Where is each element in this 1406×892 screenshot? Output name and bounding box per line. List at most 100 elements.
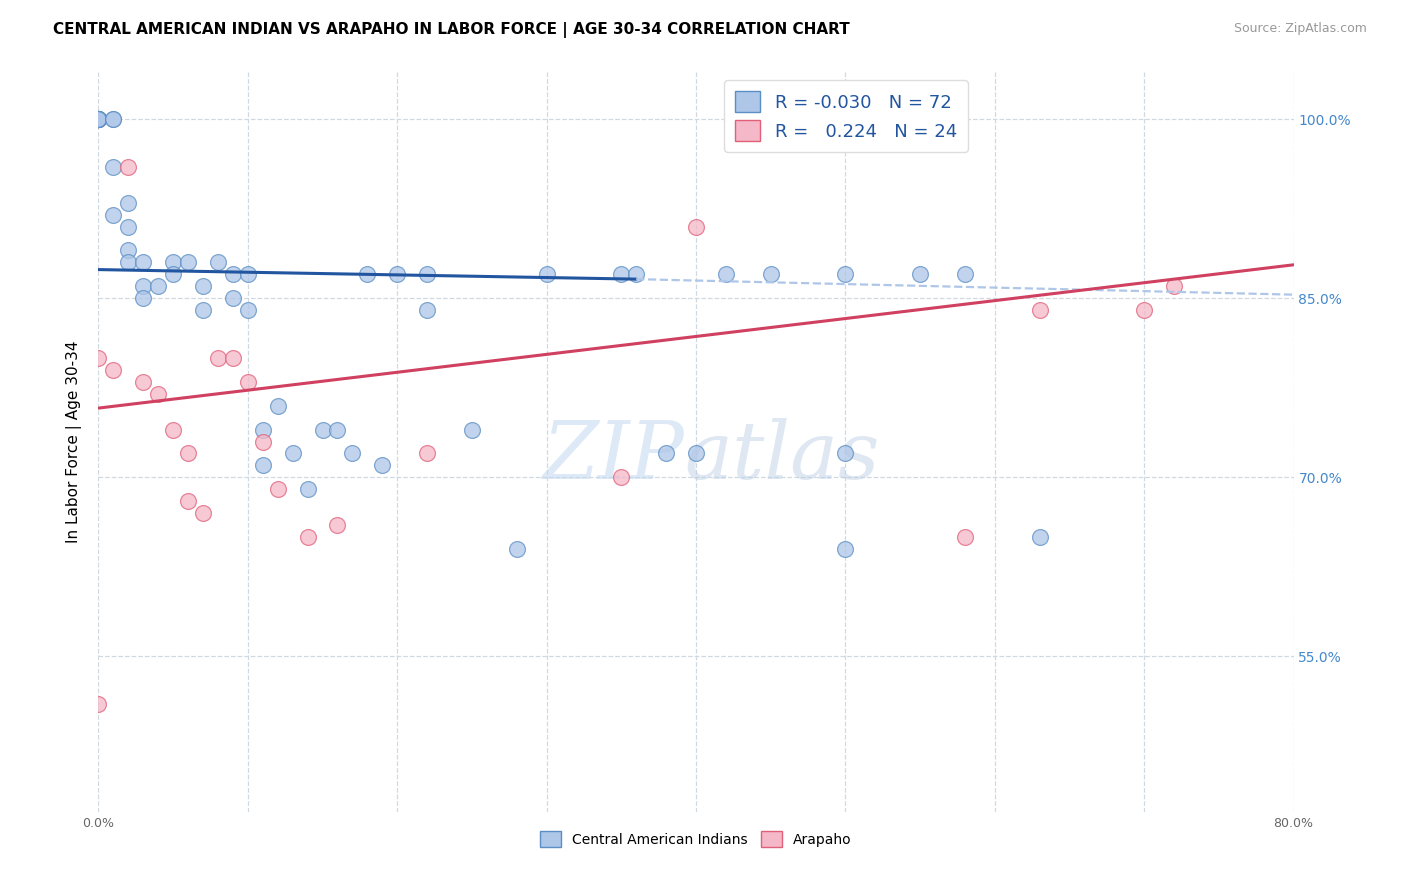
Point [371, 458, 394, 473]
Point [207, 351, 229, 365]
Point [281, 446, 304, 460]
Point [655, 446, 678, 460]
Point [1028, 303, 1050, 318]
Legend: Central American Indians, Arapaho: Central American Indians, Arapaho [534, 826, 858, 853]
Point [610, 268, 633, 282]
Point [685, 446, 707, 460]
Point [103, 160, 125, 174]
Point [1028, 530, 1050, 544]
Point [87, 112, 110, 127]
Point [236, 375, 259, 389]
Point [1163, 279, 1185, 293]
Point [117, 255, 139, 269]
Point [834, 541, 856, 556]
Point [177, 255, 200, 269]
Point [610, 470, 633, 484]
Point [207, 255, 229, 269]
Point [87, 112, 110, 127]
Point [162, 423, 184, 437]
Point [267, 483, 290, 497]
Point [326, 423, 349, 437]
Point [342, 446, 364, 460]
Point [311, 423, 333, 437]
Point [132, 291, 155, 305]
Point [191, 303, 214, 318]
Point [103, 363, 125, 377]
Point [953, 268, 976, 282]
Point [177, 494, 200, 508]
Point [252, 458, 274, 473]
Point [162, 255, 184, 269]
Text: CENTRAL AMERICAN INDIAN VS ARAPAHO IN LABOR FORCE | AGE 30-34 CORRELATION CHART: CENTRAL AMERICAN INDIAN VS ARAPAHO IN LA… [53, 22, 851, 38]
Point [685, 219, 707, 234]
Point [87, 112, 110, 127]
Point [87, 112, 110, 127]
Point [117, 160, 139, 174]
Point [416, 268, 439, 282]
Point [356, 268, 378, 282]
Point [87, 351, 110, 365]
Point [177, 446, 200, 460]
Point [191, 506, 214, 520]
Point [834, 446, 856, 460]
Point [222, 268, 245, 282]
Point [714, 268, 737, 282]
Point [87, 112, 110, 127]
Text: atlas: atlas [685, 417, 879, 495]
Point [87, 112, 110, 127]
Point [87, 112, 110, 127]
Point [148, 279, 170, 293]
Point [132, 255, 155, 269]
Point [87, 112, 110, 127]
Point [103, 208, 125, 222]
Point [326, 518, 349, 533]
Point [117, 244, 139, 258]
Point [87, 112, 110, 127]
Point [385, 268, 409, 282]
Text: Source: ZipAtlas.com: Source: ZipAtlas.com [1233, 22, 1367, 36]
Point [626, 268, 648, 282]
Point [416, 446, 439, 460]
Point [191, 279, 214, 293]
Point [953, 530, 976, 544]
Point [87, 112, 110, 127]
Point [148, 386, 170, 401]
Point [87, 112, 110, 127]
Point [267, 399, 290, 413]
Point [87, 112, 110, 127]
Point [461, 423, 484, 437]
Point [1133, 303, 1156, 318]
Point [297, 530, 319, 544]
Point [252, 434, 274, 449]
Point [908, 268, 931, 282]
Point [132, 375, 155, 389]
Point [87, 112, 110, 127]
Point [162, 268, 184, 282]
Point [87, 112, 110, 127]
Point [117, 195, 139, 210]
Point [117, 219, 139, 234]
Point [222, 291, 245, 305]
Point [87, 698, 110, 712]
Point [834, 268, 856, 282]
Point [87, 112, 110, 127]
Point [103, 112, 125, 127]
Point [222, 351, 245, 365]
Point [506, 541, 529, 556]
Point [236, 268, 259, 282]
Point [87, 112, 110, 127]
Point [87, 112, 110, 127]
Y-axis label: In Labor Force | Age 30-34: In Labor Force | Age 30-34 [66, 340, 83, 543]
Point [236, 303, 259, 318]
Point [252, 423, 274, 437]
Point [87, 112, 110, 127]
Point [87, 112, 110, 127]
Point [87, 112, 110, 127]
Point [297, 483, 319, 497]
Point [132, 279, 155, 293]
Point [87, 112, 110, 127]
Point [103, 112, 125, 127]
Point [416, 303, 439, 318]
Point [759, 268, 782, 282]
Point [87, 112, 110, 127]
